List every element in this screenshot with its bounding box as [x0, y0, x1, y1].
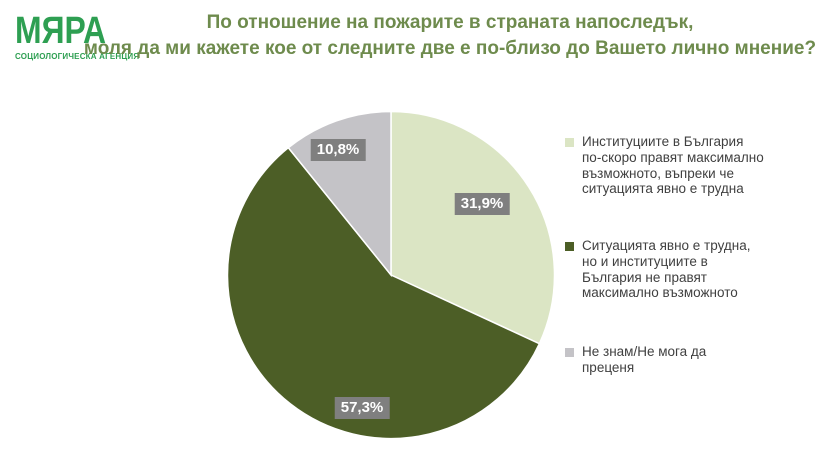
legend-marker-icon [565, 242, 574, 251]
pie-svg [226, 110, 556, 440]
pie-slice-0 [390, 110, 556, 345]
legend-label: Институциите в България по-скоро правят … [582, 134, 764, 197]
legend-marker-icon [565, 348, 574, 357]
chart-title: По отношение на пожарите в страната напо… [60, 10, 840, 62]
legend-item-institutions-not-max: Ситуацията явно е трудна, но и институци… [565, 238, 764, 301]
agency-logo-name: МЯРА [15, 10, 107, 52]
legend-label: Не знам/Не мога да преценя [582, 344, 707, 375]
agency-logo-subtitle: СОЦИОЛОГИЧЕСКА АГЕНЦИЯ [15, 52, 140, 61]
legend-marker-icon [565, 138, 574, 147]
legend-item-dont-know: Не знам/Не мога да преценя [565, 344, 714, 376]
pie-value-label-2: 10,8% [310, 139, 366, 161]
pie-value-label-1: 57,3% [334, 397, 390, 419]
agency-logo: МЯРА СОЦИОЛОГИЧЕСКА АГЕНЦИЯ [15, 10, 140, 61]
legend: Институциите в България по-скоро правят … [565, 134, 825, 434]
pie-chart: 31,9% 57,3% 10,8% [226, 110, 556, 440]
chart-title-line2: моля да ми кажете кое от следните две е … [83, 38, 817, 59]
chart-title-line1: По отношение на пожарите в страната напо… [206, 12, 694, 33]
legend-label: Ситуацията явно е трудна, но и институци… [582, 238, 751, 301]
pie-value-label-0: 31,9% [454, 193, 510, 215]
legend-item-institutions-do-max: Институциите в България по-скоро правят … [565, 134, 764, 197]
pie-slice-1 [226, 146, 541, 440]
